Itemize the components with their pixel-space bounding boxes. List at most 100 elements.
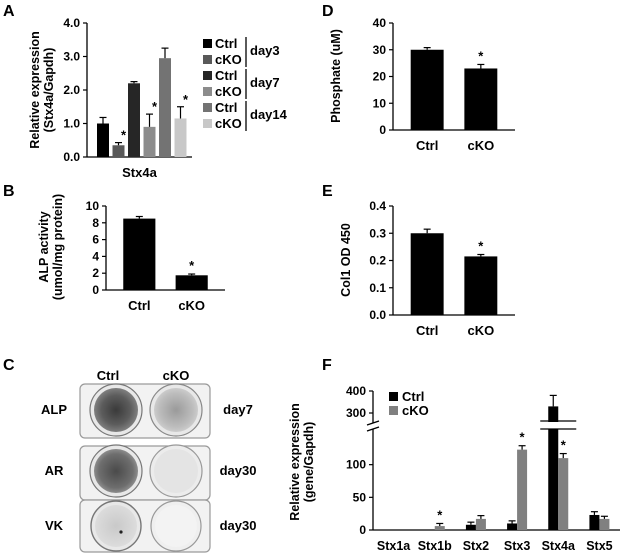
bar-cko-stx5: [599, 518, 610, 530]
panel-b-chart: 0 2 4 6 8 10 Ctrl * cKO ALP activity (umol/mg prot…: [37, 194, 225, 313]
staining-day-label-1: day7: [223, 402, 253, 417]
bar-cko-stx1b: [434, 526, 445, 530]
axis-break-mark: [366, 426, 380, 432]
y-tick-label: 20: [373, 70, 387, 84]
bar-ctrl-day3: [97, 123, 109, 157]
staining-col-label-cko: cKO: [163, 368, 190, 383]
x-tick-label: Stx1b: [418, 539, 452, 553]
legend-label: Ctrl: [215, 100, 237, 115]
significance-mark: *: [478, 239, 484, 254]
legend-swatch: [203, 71, 212, 80]
panel-letter-a: A: [3, 3, 15, 20]
significance-mark: *: [561, 438, 567, 453]
y-tick-label: 0.4: [369, 199, 386, 213]
legend-swatch: [389, 392, 398, 401]
legend-label: cKO: [215, 52, 242, 67]
y-tick-label: 0.0: [369, 308, 386, 322]
bar-break-gap: [542, 422, 575, 429]
legend-group-label: day7: [250, 75, 280, 90]
legend-label: Ctrl: [402, 389, 424, 404]
bar-cko-day7: [143, 126, 156, 157]
legend-label: cKO: [215, 84, 242, 99]
legend-label: cKO: [215, 116, 242, 131]
legend-swatch: [203, 87, 212, 96]
plate-row-ar: [79, 444, 211, 501]
legend-swatch: [203, 55, 212, 64]
x-axis-label: Stx4a: [122, 165, 157, 180]
y-tick-label: 2.0: [63, 83, 80, 97]
bar-ctrl-stx2: [465, 524, 476, 530]
legend-label: Ctrl: [215, 68, 237, 83]
panel-letter-e: E: [322, 183, 333, 200]
legend-swatch: [203, 39, 212, 48]
legend-label: Ctrl: [215, 36, 237, 51]
y-tick-label: 100: [346, 458, 366, 472]
bar-ctrl: [123, 218, 156, 290]
panel-letter-f: F: [322, 357, 332, 374]
axis-break-mark: [366, 420, 380, 426]
y-tick-label: 300: [346, 406, 366, 420]
panel-d-chart: 0 10 20 30 40 Ctrl * cKO Phosphate (uM): [329, 16, 515, 153]
significance-mark: *: [437, 507, 443, 522]
x-tick-label: cKO: [178, 298, 205, 313]
panel-e-chart: 0.0 0.1 0.2 0.3 0.4 Ctrl * cKO Col1 OD 450: [339, 199, 515, 338]
y-tick-label: 2: [92, 266, 99, 280]
y-axis-label-line: ALP activity: [37, 211, 51, 282]
y-axis-label-line: (umol/mg protein): [51, 194, 65, 300]
legend-group-label: day14: [250, 107, 288, 122]
panel-letter-d: D: [322, 3, 334, 20]
y-tick-label: 0: [92, 283, 99, 297]
significance-mark: *: [121, 128, 127, 143]
y-axis-label-line: Relative expression: [28, 31, 42, 148]
well-alp-ctrl: [94, 388, 138, 432]
panel-letter-c: C: [3, 357, 15, 374]
well-alp-cko: [154, 388, 198, 432]
significance-mark: *: [520, 430, 526, 445]
significance-mark: *: [183, 92, 189, 107]
y-tick-label: 0.0: [63, 150, 80, 164]
panel-letter-b: B: [3, 183, 15, 200]
well-vk-ctrl: [95, 505, 137, 547]
x-tick-label: Stx3: [504, 539, 530, 553]
y-axis-label-line: Relative expression: [288, 403, 302, 520]
staining-day-label-3: day30: [220, 518, 257, 533]
y-tick-label: 400: [346, 384, 366, 398]
y-tick-label: 4: [92, 249, 99, 263]
x-tick-label: Stx5: [586, 539, 612, 553]
plate-row-vk: [79, 499, 211, 553]
bar-cko-stx2: [475, 518, 486, 530]
y-tick-label: 30: [373, 43, 387, 57]
y-axis-label-line: Col1 OD 450: [339, 223, 353, 297]
well-ar-cko: [154, 449, 198, 493]
y-tick-label: 0: [359, 523, 366, 537]
bar-ctrl: [410, 233, 444, 315]
legend-swatch: [389, 406, 398, 415]
y-tick-label: 4.0: [63, 16, 80, 30]
staining-row-label-vk: VK: [45, 518, 64, 533]
y-tick-label: 50: [353, 490, 367, 504]
x-tick-label: Ctrl: [416, 323, 438, 338]
bar-cko: [464, 68, 498, 130]
bar-cko-stx3: [517, 449, 528, 530]
x-tick-label: Ctrl: [128, 298, 150, 313]
y-axis-label-line: (Stx4a/Gapdh): [42, 48, 56, 133]
legend-group-label: day3: [250, 43, 280, 58]
y-tick-label: 0.1: [369, 281, 386, 295]
y-tick-label: 0.3: [369, 226, 386, 240]
x-tick-label: Stx1a: [377, 539, 411, 553]
panel-f-chart: 0 50 100 300 400 Relative expression (gene/Gap…: [288, 384, 620, 553]
y-tick-label: 0.2: [369, 254, 386, 268]
x-tick-label: Stx4a: [542, 539, 576, 553]
y-tick-label: 8: [92, 216, 99, 230]
y-axis-label-line: Phosphate (uM): [329, 29, 343, 123]
staining-row-label-alp: ALP: [41, 402, 67, 417]
staining-row-label-ar: AR: [45, 463, 64, 478]
well-vk-cko: [155, 505, 197, 547]
legend-swatch: [203, 103, 212, 112]
bar-ctrl-stx5: [589, 514, 600, 530]
panel-c-staining: Ctrl cKO ALP day7 AR day30 VK day30: [41, 368, 257, 553]
x-tick-label: cKO: [467, 138, 494, 153]
staining-day-label-2: day30: [220, 463, 257, 478]
bar-cko: [175, 275, 208, 290]
